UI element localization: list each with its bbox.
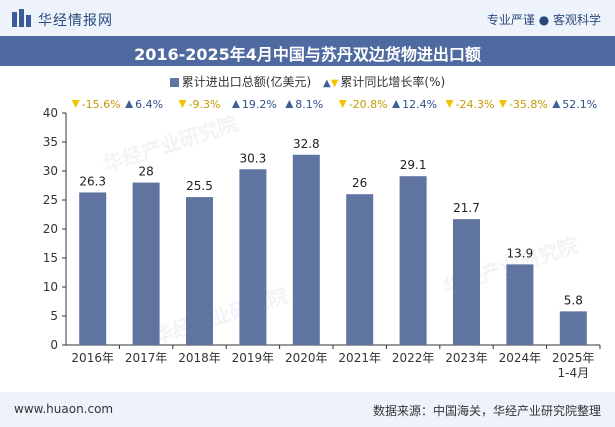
x-tick-label: 2017年 (125, 351, 168, 365)
triangle-down-icon (178, 100, 187, 108)
triangle-up-icon: ▲ (323, 78, 331, 89)
triangle-down-icon (445, 100, 454, 108)
data-label: 32.8 (293, 137, 320, 151)
x-tick-label: 2024年 (499, 351, 542, 365)
x-tick-label: 2021年 (338, 351, 381, 365)
triangle-down-icon (498, 100, 507, 108)
x-tick-label: 1-4月 (557, 366, 589, 380)
y-tick-label: 5 (50, 309, 58, 323)
triangle-down-icon (338, 100, 347, 108)
bar (559, 311, 587, 345)
bar (346, 194, 374, 345)
bar (239, 169, 267, 345)
bar-chart: 0 5 10 15 20 25 30 35 40 26.3 2016年 -15.6% 28 2017年 6.… (43, 98, 601, 380)
x-tick-label: 2019年 (232, 351, 275, 365)
bar (132, 182, 160, 345)
x-tick-label: 2018年 (178, 351, 221, 365)
bar (79, 192, 107, 345)
data-label: 25.5 (186, 179, 213, 193)
y-tick-label: 0 (50, 338, 58, 352)
growth-label: 52.1% (562, 98, 597, 111)
triangle-up-icon (392, 100, 401, 108)
y-tick-label: 10 (43, 280, 58, 294)
data-label: 21.7 (453, 201, 480, 215)
bar (186, 197, 213, 345)
bar (506, 264, 534, 345)
x-tick-label: 2025年 (552, 351, 595, 365)
data-label: 26 (352, 176, 367, 190)
top-bar (0, 0, 615, 36)
data-label: 13.9 (507, 246, 534, 260)
triangle-down-icon: ▼ (330, 78, 339, 89)
growth-label: 6.4% (135, 98, 163, 111)
legend-item-growth: ▲▼ 累计同比增长率(%) (323, 73, 445, 90)
brand-logo-icon (12, 9, 31, 27)
footer-bar (0, 392, 615, 427)
y-tick-label: 40 (43, 106, 58, 120)
chart-title: 2016-2025年4月中国与苏丹双边货物进出口额 (134, 45, 481, 64)
title-bar (0, 36, 615, 66)
growth-label: -20.8% (349, 98, 388, 111)
growth-label: -9.3% (189, 98, 221, 111)
growth-label: -35.8% (509, 98, 548, 111)
brand-name: 华经情报网 (38, 13, 113, 29)
bar (292, 154, 320, 345)
x-tick-label: 2020年 (285, 351, 328, 365)
legend: 累计进出口总额(亿美元) ▲▼ 累计同比增长率(%) (0, 73, 615, 90)
y-tick-label: 25 (43, 193, 58, 207)
growth-label: 19.2% (242, 98, 277, 111)
triangle-up-icon (231, 100, 240, 108)
growth-label: 12.4% (402, 98, 437, 111)
data-label: 28 (138, 165, 153, 179)
tagline: 专业严谨 ● 客观科学 (486, 13, 601, 27)
growth-label: -15.6% (82, 98, 121, 111)
growth-label: -24.3% (456, 98, 495, 111)
triangle-down-icon (71, 100, 80, 108)
y-tick-label: 15 (43, 251, 58, 265)
data-label: 5.8 (564, 293, 583, 307)
bar (399, 176, 427, 345)
legend-swatch-bar (169, 78, 179, 87)
x-tick-label: 2022年 (392, 351, 435, 365)
y-tick-label: 35 (43, 135, 58, 149)
legend-item-total: 累计进出口总额(亿美元) (169, 73, 312, 90)
data-source: 数据来源：中国海关，华经产业研究院整理 (372, 404, 601, 418)
y-tick-label: 20 (43, 222, 58, 236)
data-label: 29.1 (400, 158, 427, 172)
triangle-up-icon (552, 100, 561, 108)
y-tick-label: 30 (43, 164, 58, 178)
data-label: 30.3 (240, 151, 267, 165)
bar (453, 219, 480, 345)
triangle-up-icon (285, 100, 294, 108)
growth-label: 8.1% (295, 98, 323, 111)
x-tick-label: 2016年 (71, 351, 114, 365)
legend-label-growth: 累计同比增长率(%) (340, 75, 446, 89)
data-label: 26.3 (79, 174, 106, 188)
site-url[interactable]: www.huaon.com (14, 402, 114, 416)
triangle-up-icon (125, 100, 134, 108)
x-tick-label: 2023年 (445, 351, 488, 365)
legend-label-total: 累计进出口总额(亿美元) (181, 75, 312, 89)
